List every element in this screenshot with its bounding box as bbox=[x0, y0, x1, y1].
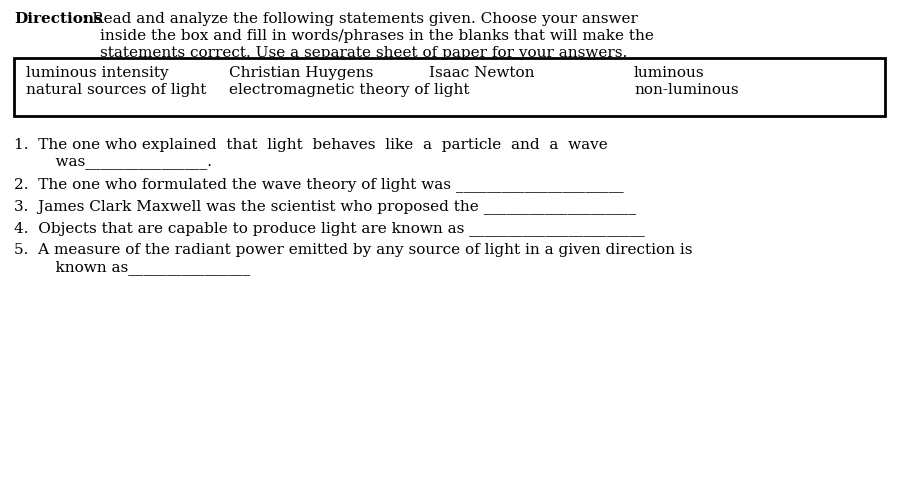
Text: was________________.: was________________. bbox=[36, 155, 212, 169]
Text: non-luminous: non-luminous bbox=[634, 83, 739, 97]
Text: Isaac Newton: Isaac Newton bbox=[429, 66, 535, 80]
Text: 1.  The one who explained  that  light  behaves  like  a  particle  and  a  wave: 1. The one who explained that light beha… bbox=[14, 138, 608, 152]
Text: natural sources of light: natural sources of light bbox=[26, 83, 207, 97]
Bar bbox=[14, 58, 885, 116]
Text: electromagnetic theory of light: electromagnetic theory of light bbox=[229, 83, 469, 97]
Text: 4.  Objects that are capable to produce light are known as _____________________: 4. Objects that are capable to produce l… bbox=[14, 221, 645, 236]
Text: : Read and analyze the following statements given. Choose your answer: : Read and analyze the following stateme… bbox=[82, 12, 638, 26]
Text: Directions: Directions bbox=[14, 12, 102, 26]
Text: luminous: luminous bbox=[634, 66, 705, 80]
Text: 5.  A measure of the radiant power emitted by any source of light in a given dir: 5. A measure of the radiant power emitte… bbox=[14, 243, 692, 257]
Text: known as________________: known as________________ bbox=[36, 260, 250, 275]
Text: 2.  The one who formulated the wave theory of light was ______________________: 2. The one who formulated the wave theor… bbox=[14, 177, 624, 192]
Text: statements correct. Use a separate sheet of paper for your answers.: statements correct. Use a separate sheet… bbox=[100, 46, 628, 60]
Text: 3.  James Clark Maxwell was the scientist who proposed the ____________________: 3. James Clark Maxwell was the scientist… bbox=[14, 199, 636, 214]
Text: inside the box and fill in words/phrases in the blanks that will make the: inside the box and fill in words/phrases… bbox=[100, 29, 654, 43]
Text: Christian Huygens: Christian Huygens bbox=[229, 66, 373, 80]
Text: luminous intensity: luminous intensity bbox=[26, 66, 169, 80]
